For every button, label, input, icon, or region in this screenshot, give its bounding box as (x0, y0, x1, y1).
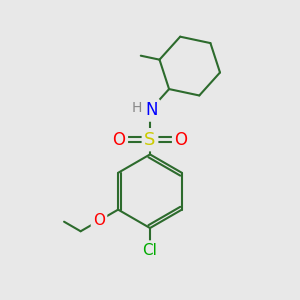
Text: H: H (132, 101, 142, 115)
Text: O: O (93, 213, 105, 228)
Text: O: O (112, 131, 126, 149)
Text: O: O (174, 131, 188, 149)
Text: Cl: Cl (142, 243, 158, 258)
Text: S: S (144, 131, 156, 149)
Text: N: N (145, 101, 158, 119)
